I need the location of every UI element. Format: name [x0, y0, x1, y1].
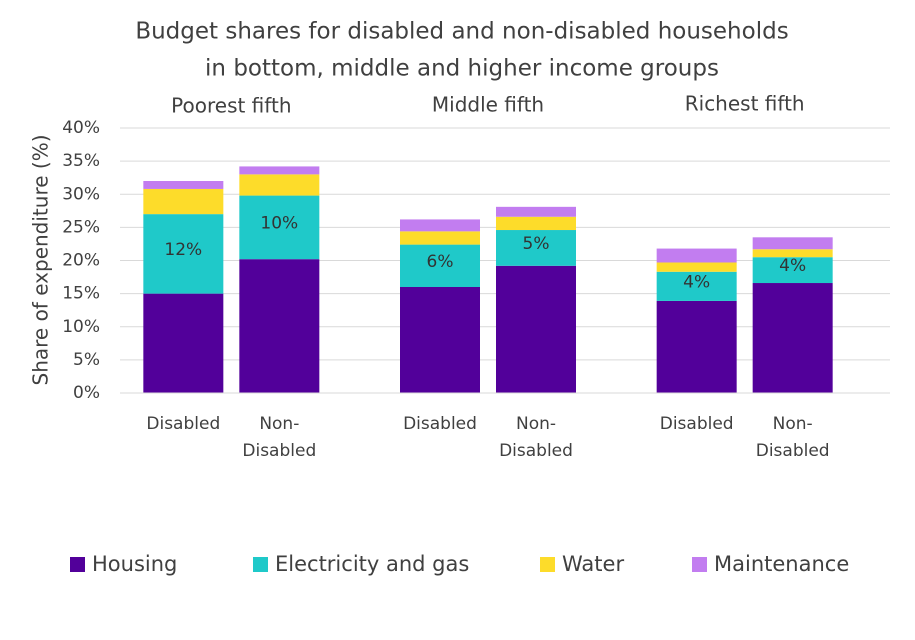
bar-segment: [752, 283, 833, 393]
legend-label: Electricity and gas: [275, 552, 469, 576]
x-tick-label: Disabled: [146, 414, 220, 434]
data-label: 5%: [523, 234, 550, 254]
x-tick-label-line: Non-: [773, 414, 813, 434]
bar-segment: [656, 271, 737, 301]
bar-segment: [656, 300, 737, 393]
x-tick-label-line: Disabled: [403, 414, 477, 434]
group-label: Poorest fifth: [171, 94, 291, 118]
y-tick-label: 0%: [73, 383, 100, 403]
bar-segment: [496, 216, 576, 231]
chart-title: in bottom, middle and higher income grou…: [205, 56, 719, 82]
y-tick-label: 20%: [62, 251, 100, 271]
legend-swatch: [70, 557, 85, 572]
y-tick-label: 15%: [62, 284, 100, 304]
x-tick-label: Disabled: [660, 414, 734, 434]
bar-segment: [400, 244, 480, 287]
bar-segment: [656, 248, 737, 263]
legend-label: Water: [562, 552, 624, 576]
bar-segment: [143, 214, 224, 294]
bar-segment: [752, 249, 833, 258]
group-label: Richest fifth: [685, 92, 805, 116]
x-tick-label: Non- Disabled: [499, 414, 573, 461]
legend-swatch: [692, 557, 707, 572]
y-tick-label: 5%: [73, 350, 100, 370]
bar-segment: [400, 219, 480, 232]
y-tick-label: 30%: [62, 184, 100, 204]
y-axis-label: Share of expenditure (%): [29, 135, 53, 386]
bar-segment: [752, 237, 833, 250]
x-tick-label-line: Disabled: [499, 441, 573, 461]
data-label: 6%: [427, 252, 454, 272]
legend-label: Housing: [92, 552, 177, 576]
x-tick-label-line: Disabled: [756, 441, 830, 461]
x-tick-label-line: Disabled: [660, 414, 734, 434]
y-tick-label: 10%: [62, 317, 100, 337]
x-tick-label: Non- Disabled: [756, 414, 830, 461]
x-tick-label-line: Disabled: [146, 414, 220, 434]
data-label: 4%: [779, 256, 806, 276]
bar-segment: [496, 265, 576, 393]
bar-segment: [239, 195, 320, 260]
data-label: 4%: [683, 272, 710, 292]
bar-segment: [239, 166, 320, 175]
bar-segment: [400, 231, 480, 245]
bar-segment: [143, 181, 224, 189]
legend-swatch: [253, 557, 268, 572]
x-tick-label: Non- Disabled: [242, 414, 316, 461]
legend-swatch: [540, 557, 555, 572]
bar-segment: [143, 293, 224, 393]
bar-segment: [496, 230, 576, 266]
x-tick-label-line: Non-: [516, 414, 556, 434]
x-tick-label-line: Non-: [259, 414, 299, 434]
x-tick-label-line: Disabled: [242, 441, 316, 461]
x-tick-label: Disabled: [403, 414, 477, 434]
y-tick-label: 25%: [62, 217, 100, 237]
bar-segment: [400, 287, 480, 393]
legend-label: Maintenance: [714, 552, 849, 576]
group-label: Middle fifth: [432, 93, 544, 117]
bar-segment: [143, 188, 224, 215]
bar-segment: [656, 262, 737, 272]
y-tick-label: 35%: [62, 151, 100, 171]
data-label: 10%: [260, 213, 298, 233]
bar-segment: [239, 174, 320, 196]
chart-title: Budget shares for disabled and non-disab…: [135, 19, 788, 45]
bar-segment: [239, 259, 320, 393]
bar-segment: [752, 257, 833, 284]
y-tick-label: 40%: [62, 118, 100, 138]
data-label: 12%: [164, 240, 202, 260]
bar-segment: [496, 206, 576, 217]
